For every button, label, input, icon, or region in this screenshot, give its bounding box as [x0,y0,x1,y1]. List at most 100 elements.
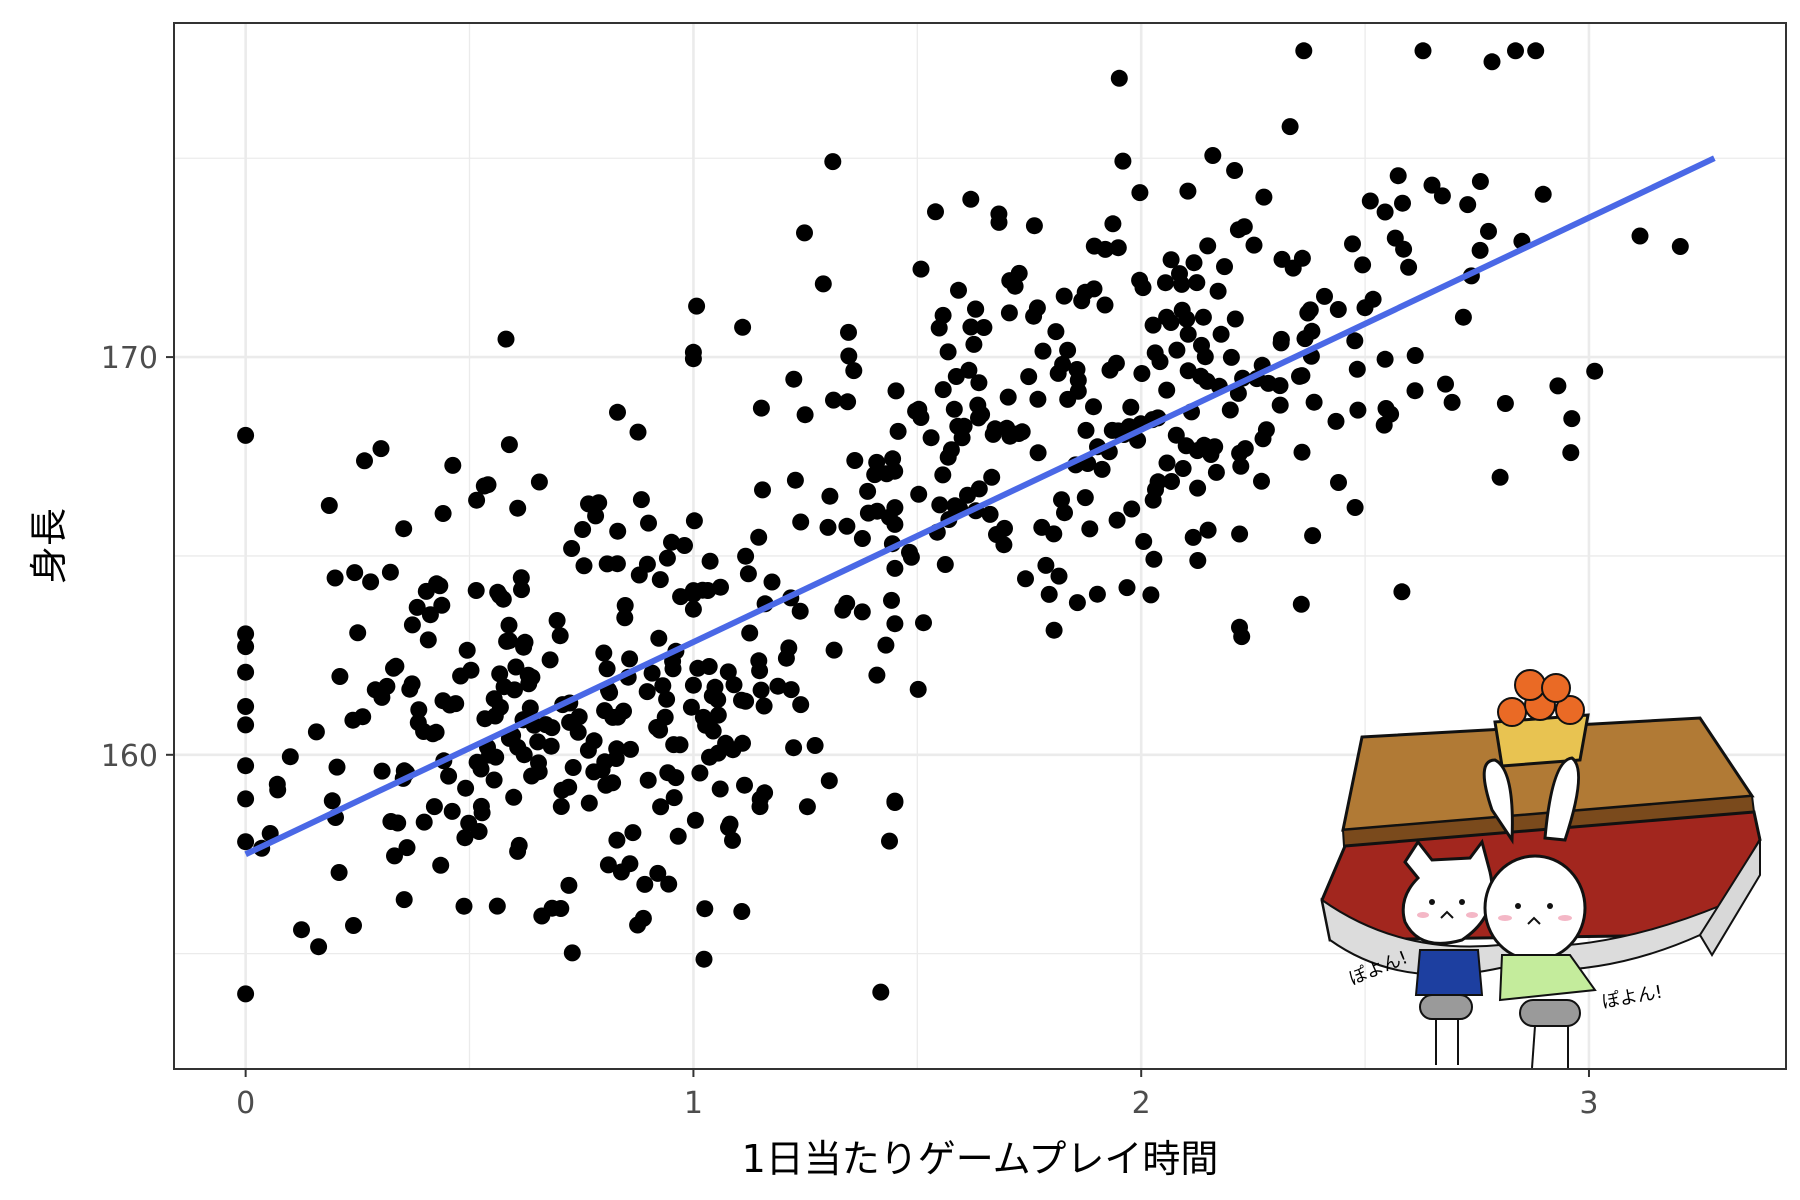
data-point [403,616,421,634]
data-point [1006,277,1024,295]
data-point [691,764,709,782]
data-point [1189,479,1207,497]
data-point [999,388,1017,406]
data-point [1346,332,1364,350]
data-point [1454,308,1472,326]
data-point [1327,412,1345,430]
data-point [598,555,616,573]
data-point [1192,367,1210,385]
data-point [1356,299,1374,317]
data-point [739,565,757,583]
data-point [853,603,871,621]
data-point [1562,444,1580,462]
data-point [1226,310,1244,328]
data-point [1085,237,1103,255]
data-point [373,762,391,780]
data-point [1534,185,1552,203]
data-point [709,744,727,762]
data-point [1158,308,1176,326]
data-point [310,938,328,956]
data-point [1104,215,1122,233]
trend-line [244,155,1716,857]
data-point [1527,42,1545,60]
data-point [432,856,450,874]
data-point [599,856,617,874]
data-point [736,776,753,794]
data-point [1305,393,1323,411]
data-points [237,42,1689,1003]
data-point [1272,330,1290,348]
data-point [551,627,569,645]
rabbit-character [1482,756,1597,1069]
data-point [479,476,497,494]
data-point [640,514,657,532]
data-point [902,548,920,566]
data-point [711,780,729,798]
data-point [564,759,582,776]
data-point [421,606,439,624]
data-point [934,466,952,484]
data-point [665,736,683,754]
data-point [425,798,443,816]
data-point [839,393,857,411]
data-point [725,676,743,694]
data-point [1229,384,1247,402]
data-point [1056,504,1073,522]
data-point [638,683,656,701]
data-point [1135,533,1153,550]
data-point [995,536,1013,554]
data-point [485,771,503,789]
data-point [649,864,667,882]
data-point [488,897,506,915]
data-point [1245,236,1263,254]
data-point [1185,254,1203,272]
data-point [328,758,346,776]
data-point [1000,304,1018,322]
data-point [840,347,858,365]
data-point [752,399,770,417]
data-point [598,660,616,678]
data-point [491,665,509,683]
data-point [561,713,579,731]
data-point [1020,368,1038,386]
data-point [362,573,380,591]
data-point [382,813,400,830]
data-point [507,658,525,676]
data-point [704,722,722,740]
data-point [685,512,703,530]
data-point [237,698,255,715]
data-point [530,754,547,772]
data-point [1145,550,1163,568]
data-point [881,832,898,850]
data-point [444,456,462,474]
data-point [1376,203,1394,221]
data-point [345,917,362,934]
data-point [307,723,325,741]
data-point [684,676,702,694]
data-point [721,815,739,833]
data-point [1437,375,1454,393]
data-point [983,468,1001,486]
data-point [415,813,433,831]
data-point [751,798,769,816]
data-point [512,569,530,587]
data-point [516,633,534,651]
data-point [912,260,930,278]
data-point [998,419,1016,437]
data-point [1133,365,1151,382]
data-point [595,644,613,662]
data-point [719,663,737,681]
data-point [791,602,809,620]
data-point [1386,229,1404,247]
data-point [755,697,773,715]
data-point [682,698,700,716]
x-axis-title: 1日当たりゲームプレイ時間 [742,1137,1219,1181]
data-point [323,792,341,810]
data-point [756,784,774,802]
data-point [1394,194,1411,212]
data-point [922,429,940,447]
data-point [1037,556,1055,574]
data-point [1483,53,1501,71]
data-point [868,502,886,520]
